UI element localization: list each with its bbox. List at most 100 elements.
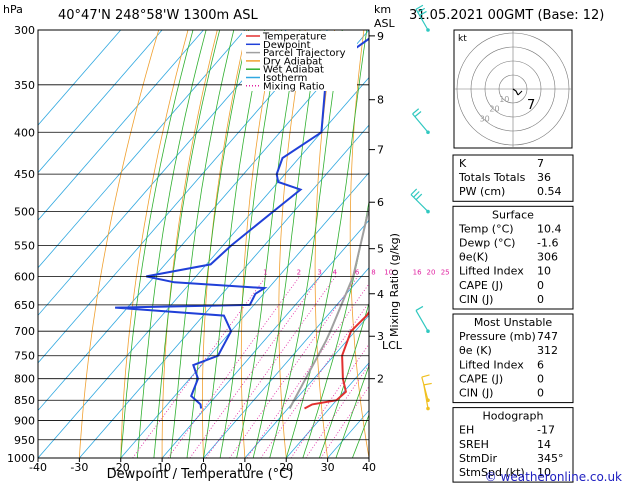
- pressure-tick-label: 750: [14, 350, 35, 363]
- surface-label: Lifted Index: [459, 265, 524, 278]
- mixing-ratio-line: [230, 276, 358, 458]
- lcl-label: LCL: [382, 339, 403, 352]
- mu-value: 6: [537, 358, 544, 371]
- km-tick-label: 6: [377, 196, 384, 209]
- mixing-ratio-label: 25: [441, 268, 450, 276]
- dry-adiabat-line: [350, 30, 369, 458]
- dry-adiabat-line: [162, 30, 217, 458]
- hodograph-storm-marker: 7: [527, 98, 535, 113]
- surface-value: 0: [537, 293, 544, 306]
- wind-barb-flag: [422, 375, 430, 377]
- legend-label: Mixing Ratio: [263, 81, 325, 92]
- hodograph-ring-label: 20: [489, 105, 499, 114]
- pressure-tick-label: 300: [14, 24, 35, 37]
- mixing-ratio-label: 6: [355, 268, 360, 276]
- isotherm-line: [38, 30, 410, 458]
- km-tick-label: 5: [377, 243, 384, 256]
- wind-barb-base: [426, 407, 430, 411]
- pressure-tick-label: 850: [14, 394, 35, 407]
- mixing-ratio-label: 4: [333, 268, 338, 276]
- pressure-tick-label: 600: [14, 270, 35, 283]
- dry-adiabat-line: [79, 30, 158, 458]
- x-tick-label: 30: [321, 461, 335, 474]
- mixing-ratio-label: 3: [317, 268, 321, 276]
- index-label: PW (cm): [459, 185, 505, 198]
- surface-value: 0: [537, 279, 544, 292]
- surface-value: 10: [537, 265, 551, 278]
- mixing-ratio-label: 2: [297, 268, 301, 276]
- surface-value: -1.6: [537, 237, 558, 250]
- mixing-ratio-label: 16: [413, 268, 422, 276]
- wind-barb-flag: [414, 192, 420, 198]
- surface-label: θe(K): [459, 251, 488, 264]
- x-tick-label: -40: [29, 461, 47, 474]
- index-value: 7: [537, 157, 544, 170]
- index-value: 36: [537, 171, 551, 184]
- mu-label: Lifted Index: [459, 358, 524, 371]
- hodo-value: -17: [537, 424, 555, 437]
- km-tick-label: 2: [377, 373, 384, 386]
- mu-value: 0: [537, 387, 544, 400]
- pressure-tick-label: 950: [14, 434, 35, 447]
- pressure-unit-label: hPa: [3, 3, 23, 16]
- km-unit-label: km: [374, 3, 391, 16]
- wind-barb-base: [426, 329, 430, 333]
- wind-barb-base: [426, 210, 430, 214]
- x-axis-label: Dewpoint / Temperature (°C): [107, 467, 294, 482]
- wind-barb-flag: [415, 111, 421, 116]
- y-axis-right-label: Mixing Ratio (g/kg): [388, 233, 401, 337]
- km-tick-label: 8: [377, 94, 384, 107]
- dry-adiabat-line: [569, 30, 629, 458]
- index-value: 0.54: [537, 185, 562, 198]
- mu-value: 312: [537, 344, 558, 357]
- station-label: 40°47'N 248°58'W 1300m ASL: [58, 8, 258, 23]
- wind-barb-base: [426, 130, 430, 134]
- surface-label: Dewp (°C): [459, 237, 515, 250]
- mixing-ratio-label: 8: [371, 268, 375, 276]
- pressure-tick-label: 800: [14, 373, 35, 386]
- x-tick-label: 40: [362, 461, 376, 474]
- pressure-tick-label: 450: [14, 168, 35, 181]
- surface-label: CIN (J): [459, 293, 493, 306]
- hodograph-ring-label: 30: [480, 114, 490, 123]
- km-tick-label: 4: [377, 288, 384, 301]
- mixing-ratio-line: [247, 276, 374, 458]
- hodo-label: EH: [459, 424, 474, 437]
- pressure-tick-label: 650: [14, 299, 35, 312]
- datetime-label: 31.05.2021 00GMT (Base: 12): [409, 8, 604, 23]
- index-label: K: [459, 157, 467, 170]
- wind-barb-staff: [416, 310, 428, 331]
- wet-adiabat-line: [253, 30, 320, 458]
- asl-unit-label: ASL: [374, 17, 396, 30]
- wind-barb-flag: [416, 194, 422, 200]
- dry-adiabat-line: [241, 30, 276, 458]
- hodo-value: 345°: [537, 452, 564, 465]
- mixing-ratio-line: [321, 276, 444, 458]
- index-label: Totals Totals: [458, 171, 526, 184]
- dry-adiabat-line: [121, 30, 188, 458]
- dry-adiabat-line: [599, 30, 629, 458]
- wet-adiabat-line: [154, 30, 220, 458]
- hodograph-ring-label: 10: [499, 95, 509, 104]
- wet-adiabat-line: [121, 30, 193, 458]
- surface-label: CAPE (J): [459, 279, 503, 292]
- hodo-value: 14: [537, 438, 551, 451]
- hodo-label: SREH: [459, 438, 489, 451]
- pressure-tick-label: 500: [14, 206, 35, 219]
- wind-barb-flag: [411, 189, 417, 195]
- wind-barb-flag: [413, 109, 419, 114]
- pressure-tick-label: 550: [14, 239, 35, 252]
- mu-label: CAPE (J): [459, 372, 503, 385]
- surface-label: Temp (°C): [458, 222, 514, 235]
- pressure-tick-label: 900: [14, 415, 35, 428]
- mu-label: θe (K): [459, 344, 492, 357]
- mu-label: Pressure (mb): [459, 330, 536, 343]
- x-tick-label: -30: [70, 461, 88, 474]
- isotherm-line: [0, 30, 245, 458]
- mixing-ratio-line: [206, 276, 336, 458]
